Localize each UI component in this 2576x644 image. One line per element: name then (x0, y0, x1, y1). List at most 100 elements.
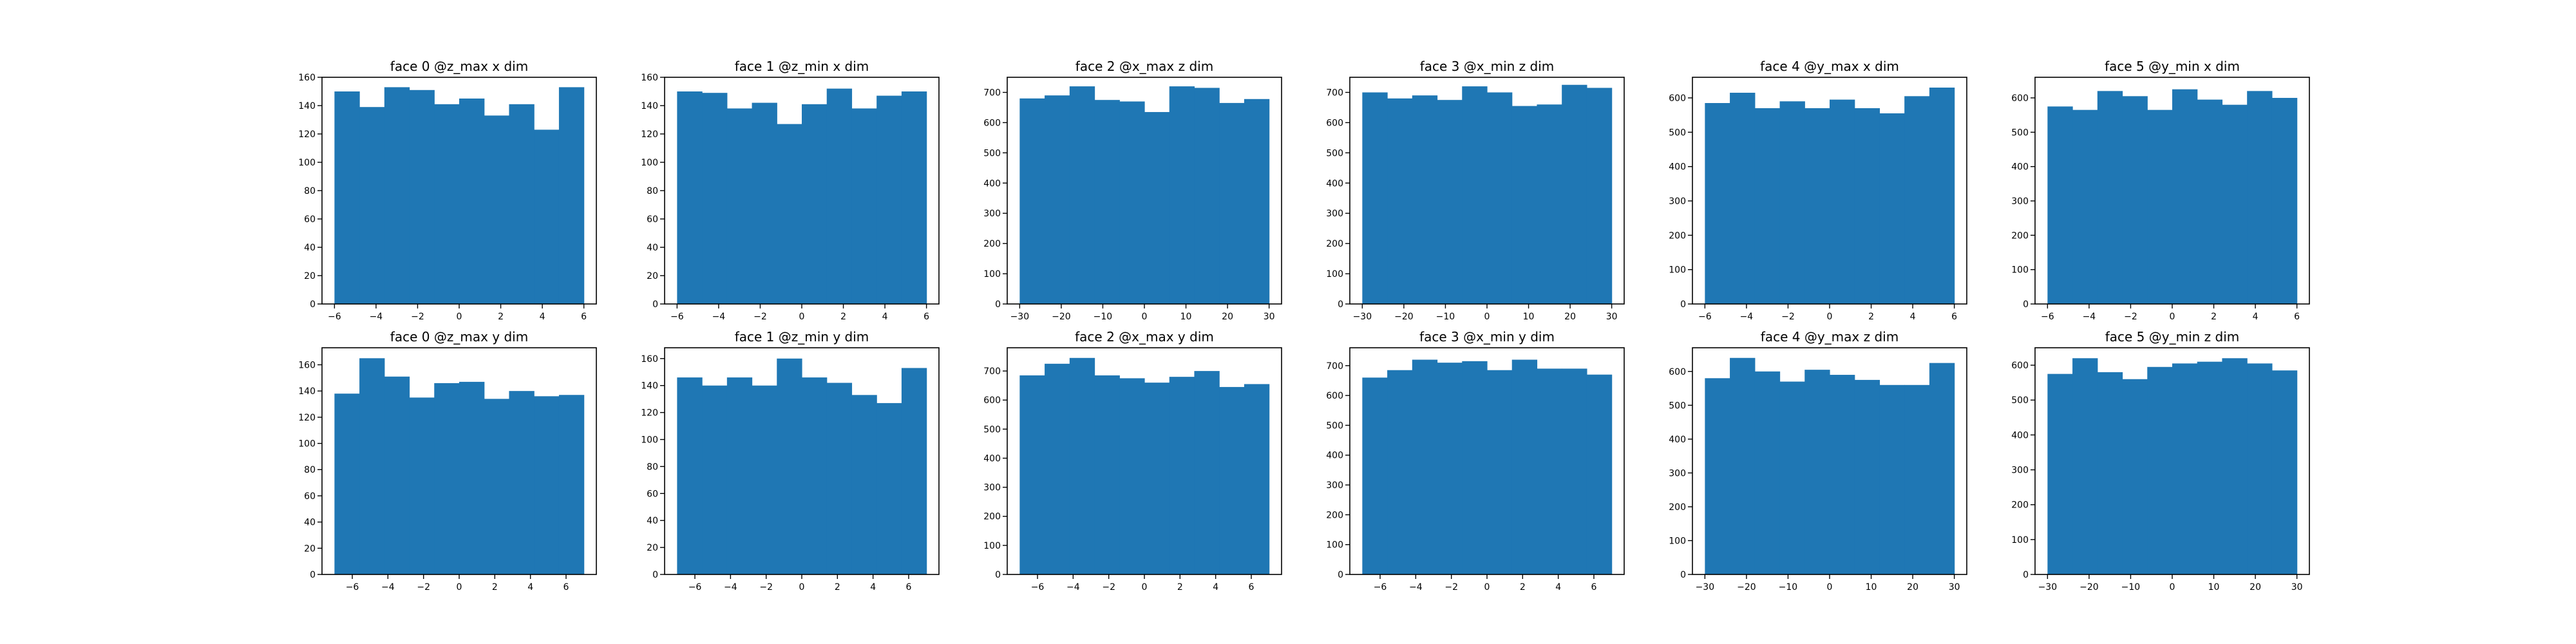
x-tick-label: −30 (1010, 312, 1030, 322)
y-tick-label: 0 (1338, 299, 1343, 310)
chart-title: face 1 @z_min x dim (735, 59, 869, 74)
histogram-bar (1779, 381, 1805, 574)
y-tick-label: 600 (983, 395, 1001, 406)
x-tick-label: −6 (670, 312, 684, 322)
histogram-bar (1019, 375, 1045, 574)
y-tick-label: 0 (2023, 570, 2029, 580)
histogram-bar (384, 87, 410, 304)
histogram-bar (876, 402, 902, 574)
histogram-bar (2197, 99, 2223, 305)
x-tick-label: 0 (799, 582, 805, 592)
histogram-bar (2271, 98, 2298, 304)
histogram-bar (1119, 378, 1145, 574)
y-tick-label: 100 (641, 435, 658, 445)
histogram-bar (558, 87, 585, 304)
y-tick-label: 140 (641, 381, 658, 392)
x-tick-label: −20 (1737, 582, 1756, 592)
y-tick-label: 100 (1669, 265, 1686, 276)
y-tick-label: 100 (298, 439, 316, 450)
histogram-bar (677, 91, 703, 304)
histogram-bar (1830, 375, 1855, 574)
histogram-bar (1462, 361, 1488, 574)
x-tick-label: 10 (1180, 312, 1192, 322)
y-tick-label: 500 (1326, 421, 1343, 431)
y-tick-label: 60 (304, 214, 316, 225)
histogram-bar (1830, 99, 1855, 305)
histogram-bar (1929, 88, 1955, 304)
histogram-bar (1929, 363, 1955, 574)
chart-panel-10: −30 −20 −10 0 10 20 300100200300400500600face … (1669, 329, 1967, 592)
y-tick-label: 400 (1326, 451, 1343, 461)
chart-panel-9: −6 −4 −2 0 2 4 6 0 100 200 300 400 500 600 700 face 3 @… (1326, 329, 1625, 592)
x-tick-label: −30 (2038, 582, 2058, 592)
y-tick-label: 300 (1326, 209, 1343, 219)
histogram-bar (1069, 357, 1095, 574)
x-tick-label: −6 (1374, 582, 1387, 592)
x-tick-label: 2 (1868, 312, 1874, 322)
histogram-bar (359, 107, 385, 304)
histogram-bar (726, 108, 753, 304)
y-tick-label: 20 (647, 543, 658, 553)
x-tick-label: −6 (1698, 312, 1712, 322)
chart-title: face 4 @y_max z dim (1761, 329, 1899, 345)
y-tick-label: 20 (304, 544, 316, 554)
histogram-bar (702, 93, 728, 304)
histogram-bar (1045, 363, 1070, 574)
x-tick-label: 20 (1564, 312, 1576, 322)
histogram-bar (1511, 359, 1538, 574)
x-tick-label: 2 (2211, 312, 2217, 322)
y-tick-label: 20 (304, 271, 316, 281)
histogram-bar (1412, 95, 1438, 304)
y-tick-label: 160 (298, 73, 316, 83)
y-tick-label: 0 (310, 299, 316, 310)
histogram-bar (384, 376, 410, 574)
x-tick-label: −6 (328, 312, 341, 322)
histogram-bar (1705, 103, 1730, 304)
y-tick-label: 0 (2023, 299, 2029, 310)
x-tick-label: 6 (564, 582, 569, 592)
y-tick-label: 0 (995, 299, 1001, 310)
x-tick-label: 4 (1910, 312, 1916, 322)
y-tick-label: 300 (2011, 466, 2029, 476)
y-tick-label: 400 (1326, 178, 1343, 189)
y-tick-label: 160 (641, 73, 658, 83)
x-tick-label: 6 (906, 582, 912, 592)
histogram-bar (1362, 377, 1388, 574)
y-tick-label: 100 (1326, 269, 1343, 279)
histogram-bar (334, 393, 360, 574)
histogram-bar (876, 95, 902, 304)
histogram-bar (359, 358, 385, 574)
y-tick-label: 200 (1669, 502, 1686, 513)
y-tick-label: 200 (2011, 231, 2029, 241)
y-tick-label: 200 (1326, 510, 1343, 520)
y-tick-label: 140 (298, 101, 316, 111)
histogram-bar (1705, 378, 1730, 574)
x-tick-label: 0 (1827, 312, 1833, 322)
histogram-bar (1730, 357, 1756, 574)
histogram-bar (2172, 89, 2198, 305)
x-tick-label: 4 (870, 582, 876, 592)
histogram-bar (1562, 84, 1587, 305)
x-tick-label: 0 (1827, 582, 1833, 592)
histogram-bar (777, 358, 802, 574)
y-tick-label: 60 (647, 489, 658, 499)
x-tick-label: −30 (1696, 582, 1715, 592)
y-tick-label: 120 (298, 413, 316, 423)
y-tick-label: 140 (641, 101, 658, 111)
histogram-bar (1437, 100, 1463, 304)
x-tick-label: 0 (1142, 312, 1148, 322)
chart-panel-8: −6 −4 −2 0 2 4 6 0 100 200 300 400 500 600 700 face 2 @… (983, 329, 1282, 592)
histogram-bar (409, 397, 435, 574)
histogram-bar (1854, 379, 1880, 574)
y-tick-label: 100 (2011, 535, 2029, 545)
y-tick-label: 0 (995, 570, 1001, 580)
histogram-bar (2247, 363, 2273, 574)
x-tick-label: −2 (2124, 312, 2137, 322)
histogram-bar (2072, 358, 2098, 574)
y-tick-label: 200 (983, 512, 1001, 522)
y-tick-label: 100 (641, 158, 658, 168)
x-tick-label: −4 (1066, 582, 1080, 592)
histogram-bar (1219, 102, 1245, 304)
